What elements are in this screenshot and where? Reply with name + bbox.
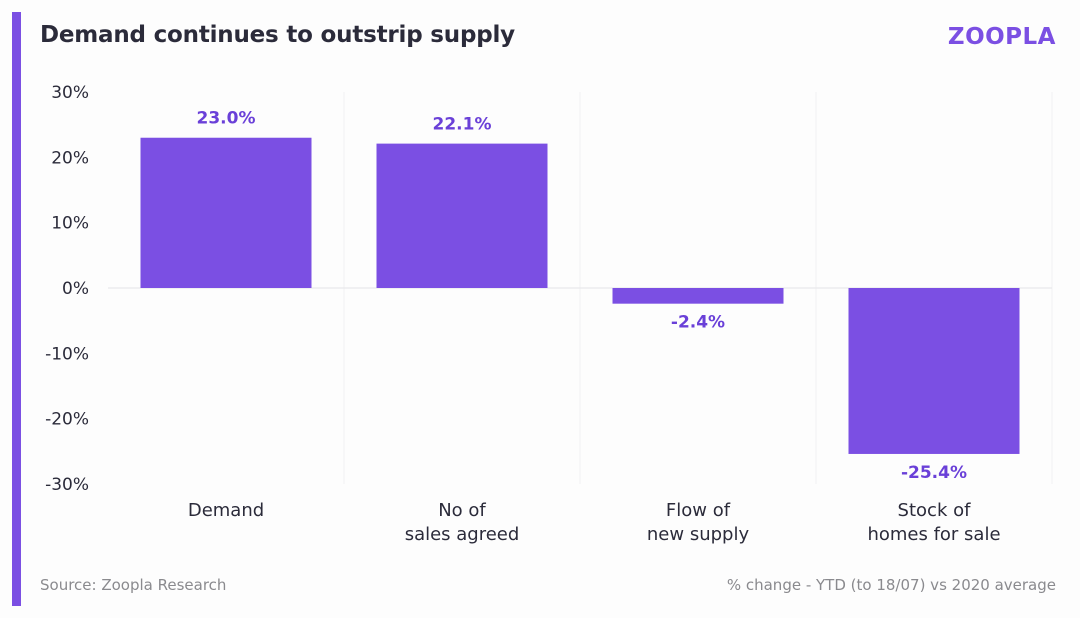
measure-note: % change - YTD (to 18/07) vs 2020 averag… — [726, 576, 1056, 594]
y-tick-label: -30% — [45, 475, 89, 495]
y-tick-label: 30% — [51, 83, 89, 103]
x-axis: Demand No of sales agreed Flow of new supply… — [188, 500, 1001, 545]
category-label: Stock of — [898, 500, 972, 521]
data-label: -25.4% — [901, 463, 967, 483]
y-tick-label: 0% — [62, 279, 89, 299]
source-note: Source: Zoopla Research — [40, 576, 227, 594]
zoopla-logo: ZOOPLA — [947, 24, 1056, 50]
chart-title: Demand continues to outstrip supply — [40, 22, 515, 48]
bar — [140, 137, 312, 288]
category-label: sales agreed — [405, 524, 520, 545]
category-label: homes for sale — [867, 524, 1000, 545]
bar — [612, 288, 784, 304]
accent-bar — [12, 12, 21, 606]
category-label: No of — [438, 500, 486, 521]
category-label: new supply — [647, 524, 750, 545]
y-tick-label: -20% — [45, 410, 89, 430]
y-axis: 30% 20% 10% 0% -10% -20% -30% — [45, 83, 89, 495]
data-labels: 23.0% 22.1% -2.4% -25.4% — [197, 109, 968, 483]
y-tick-label: -10% — [45, 344, 89, 364]
data-label: -2.4% — [671, 313, 725, 333]
y-tick-label: 20% — [51, 148, 89, 168]
bar — [376, 143, 548, 288]
category-label: Flow of — [666, 500, 731, 521]
bar — [848, 288, 1020, 454]
category-label: Demand — [188, 500, 264, 521]
bars — [140, 137, 1020, 454]
data-label: 23.0% — [197, 109, 256, 129]
data-label: 22.1% — [433, 115, 492, 135]
y-tick-label: 10% — [51, 214, 89, 234]
